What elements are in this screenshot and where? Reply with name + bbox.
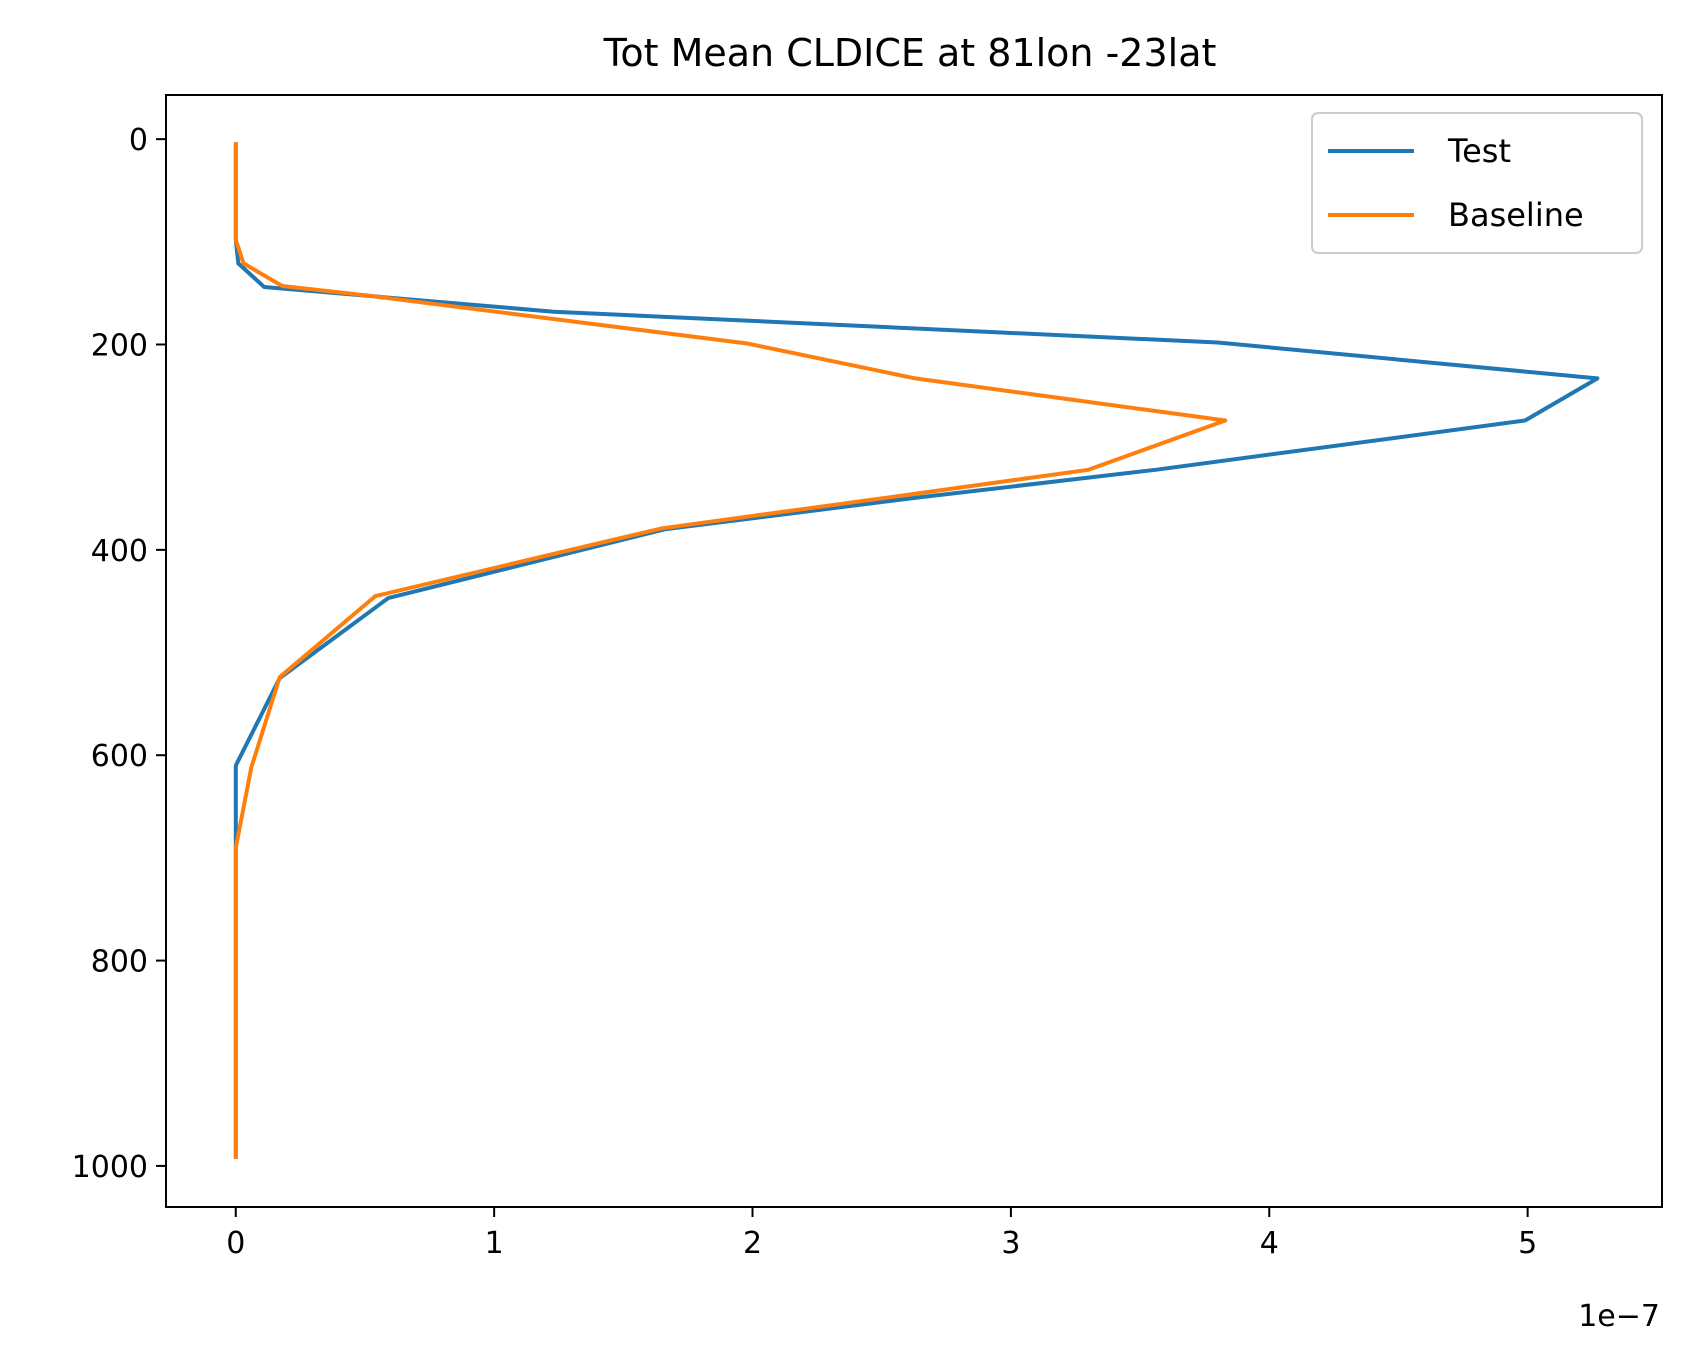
- legend-box: [1311, 112, 1643, 254]
- y-tick-label: 400: [91, 534, 148, 569]
- x-axis: 0 1 2 3 4 5: [226, 1207, 1537, 1261]
- x-tick-label: 4: [1260, 1226, 1279, 1261]
- series-line-baseline: [233, 142, 1228, 1159]
- x-tick-label: 1: [485, 1226, 504, 1261]
- axes-frame: [165, 94, 1663, 1208]
- series-layer: [233, 142, 1600, 1159]
- legend-entries: Test Baseline: [1328, 132, 1584, 234]
- x-tick-label: 2: [743, 1226, 762, 1261]
- x-axis-offset-label: 1e−7: [1578, 1299, 1660, 1334]
- legend-label-baseline: Baseline: [1448, 196, 1584, 234]
- y-tick-label: 600: [91, 739, 148, 774]
- y-tick-label: 200: [91, 329, 148, 364]
- x-tick-label: 3: [1001, 1226, 1020, 1261]
- legend-label-test: Test: [1447, 132, 1511, 170]
- y-tick-label: 1000: [72, 1150, 148, 1185]
- legend: Test Baseline: [1311, 112, 1643, 254]
- y-tick-label: 0: [129, 123, 148, 158]
- chart-title: Tot Mean CLDICE at 81lon -23lat: [603, 31, 1217, 75]
- plot-area: [165, 94, 1663, 1208]
- y-axis: 0 200 400 600 800 1000: [72, 123, 166, 1185]
- y-tick-label: 800: [91, 945, 148, 980]
- x-tick-label: 0: [226, 1226, 245, 1261]
- x-tick-label: 5: [1518, 1226, 1537, 1261]
